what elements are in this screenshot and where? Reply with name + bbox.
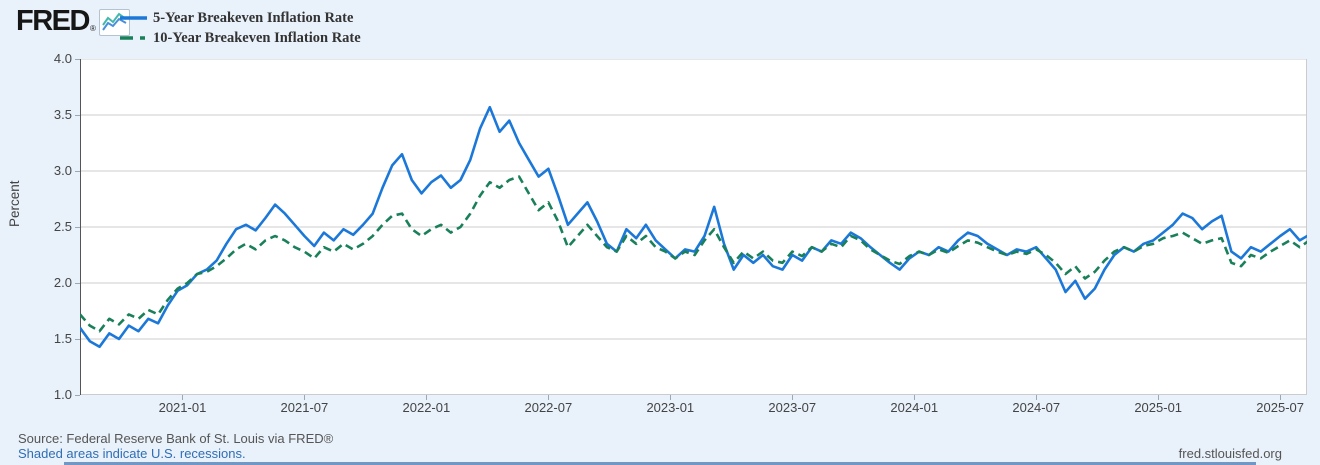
fred-logo-registered-mark: ® — [89, 24, 96, 33]
y-axis-title: Percent — [7, 180, 22, 227]
legend-label-10-year: 10-Year Breakeven Inflation Rate — [153, 29, 361, 46]
legend-swatch-dashed-line — [120, 36, 147, 40]
x-tick-label: 2022-01 — [402, 400, 451, 415]
y-tick-label: 1.0 — [53, 387, 72, 402]
x-tick-label: 2023-07 — [768, 400, 817, 415]
x-tick-mark — [1036, 395, 1038, 400]
x-tick-mark — [304, 395, 306, 400]
x-tick-label: 2021-07 — [280, 400, 329, 415]
y-tick-mark — [75, 171, 80, 172]
fred-logo-text: FRED — [16, 5, 90, 37]
legend-swatch-solid-line — [120, 16, 147, 20]
y-tick-mark — [75, 283, 80, 284]
y-tick-mark — [75, 227, 80, 228]
x-tick-label: 2022-07 — [524, 400, 573, 415]
x-tick-label: 2025-01 — [1134, 400, 1183, 415]
source-text: Source: Federal Reserve Bank of St. Loui… — [18, 431, 334, 446]
plot-area[interactable] — [80, 59, 1307, 395]
x-tick-label: 2021-01 — [158, 400, 207, 415]
y-tick-label: 3.5 — [53, 107, 72, 122]
y-tick-label: 4.0 — [53, 51, 72, 66]
y-tick-label: 1.5 — [53, 331, 72, 346]
y-tick-label: 2.5 — [53, 219, 72, 234]
y-tick-label: 2.0 — [53, 275, 72, 290]
x-tick-label: 2024-01 — [890, 400, 939, 415]
y-tick-mark — [75, 59, 80, 60]
y-tick-mark — [75, 395, 80, 396]
legend-item-5-year: 5-Year Breakeven Inflation Rate — [120, 8, 361, 28]
x-tick-mark — [792, 395, 794, 400]
legend: 5-Year Breakeven Inflation Rate 10-Year … — [120, 8, 361, 48]
x-tick-mark — [182, 395, 184, 400]
y-tick-mark — [75, 339, 80, 340]
y-tick-mark — [75, 115, 80, 116]
x-tick-mark — [1280, 395, 1282, 400]
x-tick-label: 2025-07 — [1256, 400, 1305, 415]
y-tick-label: 3.0 — [53, 163, 72, 178]
series-line-10-year — [80, 175, 1307, 333]
x-tick-mark — [548, 395, 550, 400]
fred-site-link[interactable]: fred.stlouisfed.org — [1178, 446, 1282, 461]
x-tick-label: 2023-01 — [646, 400, 695, 415]
legend-item-10-year: 10-Year Breakeven Inflation Rate — [120, 28, 361, 48]
legend-label-5-year: 5-Year Breakeven Inflation Rate — [153, 9, 354, 26]
x-tick-mark — [426, 395, 428, 400]
recessions-note-link[interactable]: Shaded areas indicate U.S. recessions. — [18, 446, 246, 461]
bottom-scrollbar — [64, 462, 1256, 465]
x-tick-label: 2024-07 — [1012, 400, 1061, 415]
x-tick-mark — [1158, 395, 1160, 400]
fred-sparkline-icon — [98, 9, 130, 36]
fred-logo[interactable]: FRED ® — [16, 6, 130, 36]
series-line-5-year — [80, 105, 1307, 349]
x-tick-mark — [914, 395, 916, 400]
x-tick-mark — [670, 395, 672, 400]
